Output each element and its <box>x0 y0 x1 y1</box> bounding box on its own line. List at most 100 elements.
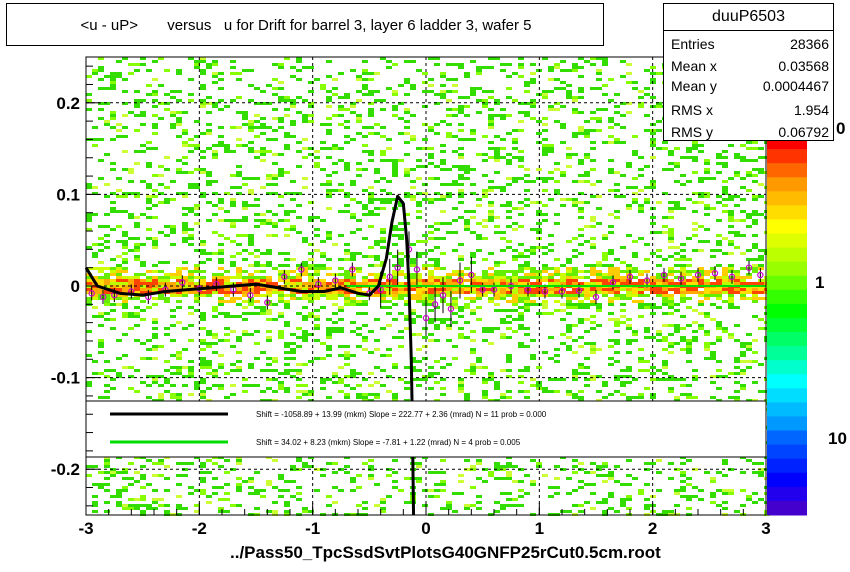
heatmap-cell <box>260 150 266 153</box>
heatmap-cell <box>434 132 440 135</box>
heatmap-cell <box>572 504 578 507</box>
heatmap-cell <box>458 480 464 483</box>
heatmap-cell <box>518 177 524 180</box>
heatmap-cell <box>356 90 362 93</box>
heatmap-cell <box>608 363 614 366</box>
heatmap-cell <box>566 291 572 294</box>
heatmap-cell <box>614 291 620 294</box>
heatmap-cell <box>554 189 560 192</box>
heatmap-cell <box>326 132 332 135</box>
heatmap-cell <box>284 504 290 507</box>
heatmap-cell <box>590 63 596 66</box>
stats-row-mean-y: Mean y 0.0004467 <box>664 75 833 97</box>
heatmap-cell <box>98 249 104 252</box>
heatmap-cell <box>98 396 104 399</box>
heatmap-cell <box>248 492 254 495</box>
heatmap-cell <box>542 177 548 180</box>
heatmap-cell <box>572 303 578 306</box>
heatmap-cell <box>332 93 338 96</box>
heatmap-cell <box>704 270 710 273</box>
heatmap-cell <box>572 96 578 99</box>
heatmap-cell <box>254 120 260 123</box>
heatmap-cell <box>506 492 512 495</box>
heatmap-cell <box>218 126 224 129</box>
heatmap-cell <box>164 108 170 111</box>
heatmap-cell <box>458 123 464 126</box>
heatmap-cell <box>476 72 482 75</box>
heatmap-cell <box>482 294 488 297</box>
heatmap-cell <box>98 291 104 294</box>
heatmap-cell <box>692 321 698 324</box>
heatmap-cell <box>434 372 440 375</box>
heatmap-cell <box>584 483 590 486</box>
heatmap-cell <box>542 300 548 303</box>
profile-point <box>745 264 753 271</box>
heatmap-cell <box>530 339 536 342</box>
heatmap-cell <box>428 339 434 342</box>
heatmap-cell <box>644 336 650 339</box>
heatmap-cell <box>152 60 158 63</box>
heatmap-cell <box>470 330 476 333</box>
heatmap-cell <box>344 243 350 246</box>
heatmap-cell <box>506 96 512 99</box>
heatmap-cell <box>326 354 332 357</box>
heatmap-cell <box>398 264 404 267</box>
heatmap-cell <box>140 318 146 321</box>
heatmap-cell <box>98 57 104 60</box>
heatmap-cell <box>506 201 512 204</box>
heatmap-cell <box>254 156 260 159</box>
heatmap-cell <box>122 126 128 129</box>
heatmap-cell <box>572 378 578 381</box>
heatmap-cell <box>254 312 260 315</box>
heatmap-cell <box>104 225 110 228</box>
heatmap-cell <box>152 126 158 129</box>
heatmap-cell <box>398 261 404 264</box>
heatmap-cell <box>98 351 104 354</box>
heatmap-cell <box>128 504 134 507</box>
heatmap-cell <box>356 345 362 348</box>
heatmap-cell <box>278 279 284 282</box>
heatmap-cell <box>614 360 620 363</box>
heatmap-cell <box>104 267 110 270</box>
heatmap-cell <box>590 348 596 351</box>
heatmap-cell <box>464 222 470 225</box>
heatmap-cell <box>422 336 428 339</box>
heatmap-cell <box>350 375 356 378</box>
heatmap-cell <box>182 276 188 279</box>
heatmap-cell <box>560 303 566 306</box>
heatmap-cell <box>128 462 134 465</box>
heatmap-cell <box>674 489 680 492</box>
heatmap-cell <box>566 267 572 270</box>
heatmap-cell <box>260 186 266 189</box>
heatmap-cell <box>578 372 584 375</box>
heatmap-cell <box>662 339 668 342</box>
heatmap-cell <box>278 291 284 294</box>
heatmap-cell <box>338 294 344 297</box>
heatmap-cell <box>692 339 698 342</box>
heatmap-cell <box>734 282 740 285</box>
heatmap-cell <box>470 297 476 300</box>
heatmap-cell <box>188 360 194 363</box>
heatmap-cell <box>734 174 740 177</box>
heatmap-cell <box>716 489 722 492</box>
heatmap-cell <box>488 156 494 159</box>
heatmap-cell <box>116 210 122 213</box>
heatmap-cell <box>134 63 140 66</box>
heatmap-cell <box>182 207 188 210</box>
heatmap-cell <box>476 297 482 300</box>
heatmap-cell <box>356 294 362 297</box>
heatmap-cell <box>578 294 584 297</box>
heatmap-cell <box>206 333 212 336</box>
heatmap-cell <box>680 270 686 273</box>
heatmap-cell <box>380 207 386 210</box>
heatmap-cell <box>548 234 554 237</box>
heatmap-cell <box>350 279 356 282</box>
heatmap-cell <box>140 144 146 147</box>
heatmap-cell <box>584 120 590 123</box>
heatmap-cell <box>494 231 500 234</box>
heatmap-cell <box>218 135 224 138</box>
profile-point <box>728 273 736 281</box>
heatmap-cell <box>338 291 344 294</box>
heatmap-cell <box>392 198 398 201</box>
